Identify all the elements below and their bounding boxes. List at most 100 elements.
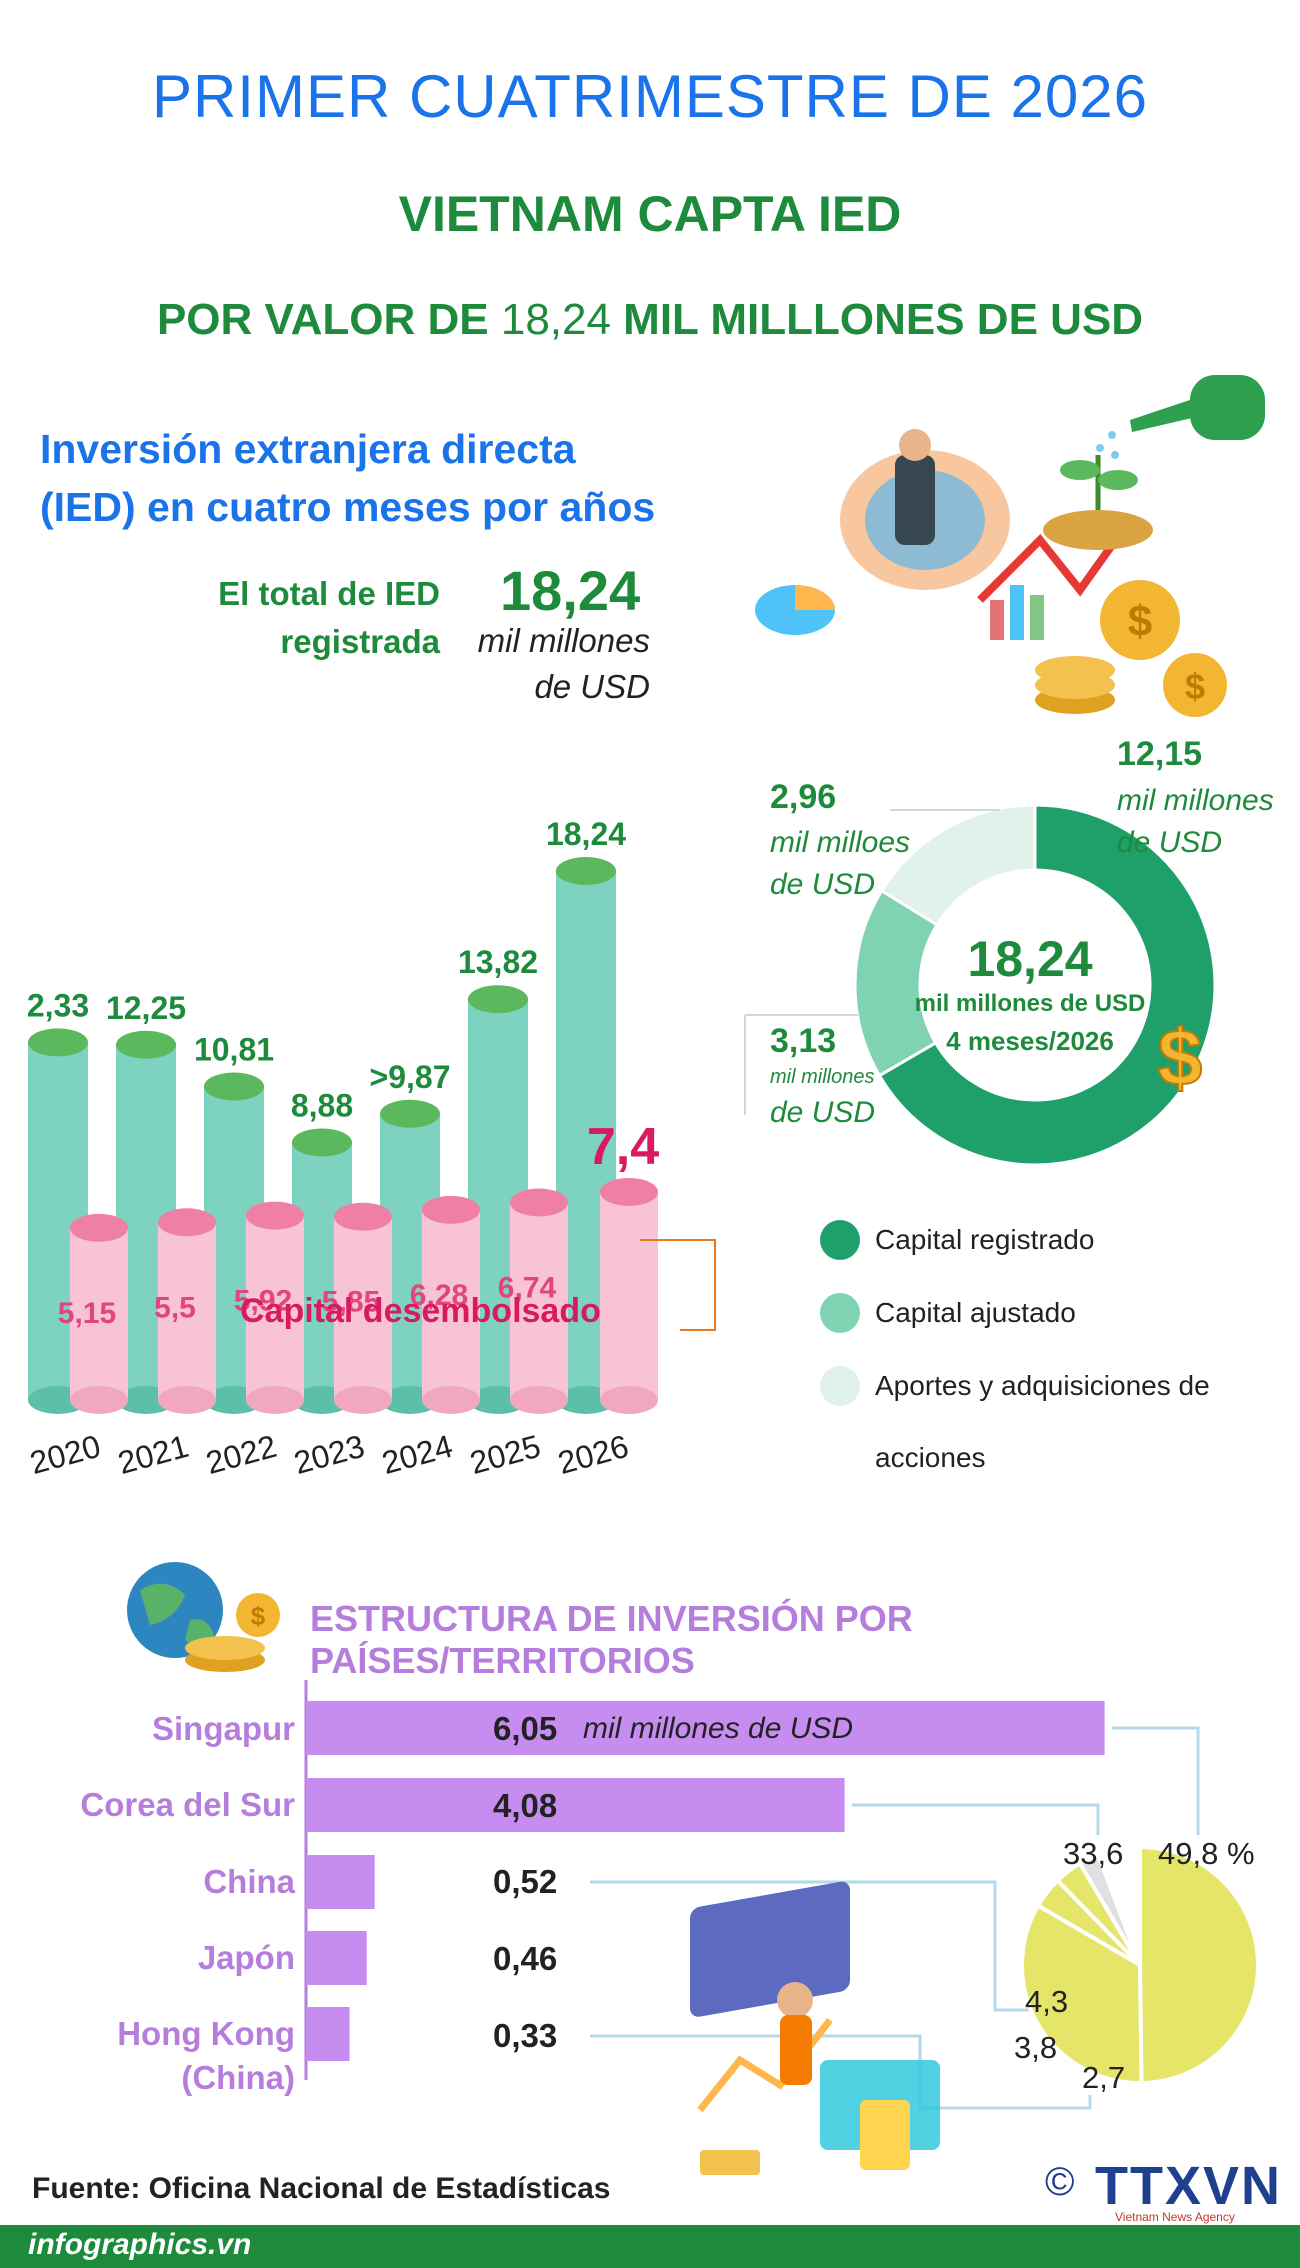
bar-disbursed-cap-2022 bbox=[246, 1201, 304, 1230]
total-label-line2: registrada bbox=[280, 623, 440, 660]
bar-disbursed-label-2024: 6,28 bbox=[410, 1279, 468, 1312]
donut-seg2-value: 3,13 bbox=[770, 1022, 837, 1060]
country-value-china: 0,52 bbox=[493, 1863, 558, 1900]
copyright-symbol: © bbox=[1045, 2160, 1075, 2204]
bar-registered-label-2023: 8,88 bbox=[291, 1087, 353, 1123]
country-label-singapore: Singapur bbox=[151, 1710, 295, 1747]
plant-icon bbox=[1043, 455, 1153, 550]
country-value-hongkong: 0,33 bbox=[493, 2017, 558, 2054]
country-value-unit: mil millones de USD bbox=[583, 1712, 854, 1745]
country-value-singapore: 6,05 bbox=[493, 1710, 558, 1747]
country-pie-chart bbox=[1020, 1844, 1260, 2086]
subtitle-amount: POR VALOR DE 18,24 MIL MILLLONES DE USD bbox=[0, 295, 1300, 345]
year-label-2024: 2024 bbox=[378, 1428, 456, 1481]
bar-disbursed-base-2025 bbox=[510, 1386, 568, 1414]
country-bar-3 bbox=[306, 1931, 367, 1985]
bar-registered-label-2026: 18,24 bbox=[546, 816, 626, 852]
footer-site: infographics.vn bbox=[28, 2228, 252, 2261]
bar-disbursed-2026 bbox=[600, 1191, 658, 1400]
legend-dot-registered bbox=[820, 1220, 860, 1260]
bar-disbursed-cap-2021 bbox=[158, 1208, 216, 1237]
bar-disbursed-base-2020 bbox=[70, 1386, 128, 1414]
bar-disbursed-cap-2023 bbox=[334, 1202, 392, 1231]
country-bar-4 bbox=[306, 2007, 350, 2061]
bar-registered-cap-2020 bbox=[28, 1028, 88, 1057]
bar-disbursed-2022 bbox=[246, 1215, 304, 1400]
year-label-2022: 2022 bbox=[202, 1428, 280, 1481]
bar-disbursed-2025 bbox=[510, 1202, 568, 1400]
bar-registered-label-2025: 13,82 bbox=[458, 944, 538, 980]
bar-disbursed-2023 bbox=[334, 1216, 392, 1400]
pie-slice-4 bbox=[1077, 1852, 1142, 1967]
disbursed-bracket bbox=[640, 1239, 716, 1331]
pie-leader-korea bbox=[852, 1803, 1100, 1835]
donut-segment-shares bbox=[879, 803, 1037, 927]
pie-leader-singapore bbox=[1112, 1726, 1200, 1835]
donut-seg2-unit2: de USD bbox=[770, 1096, 876, 1129]
bar-disbursed-cap-2020 bbox=[70, 1213, 128, 1242]
pie-label-china: 4,3 bbox=[1025, 1984, 1069, 2019]
total-unit: mil millones de USD bbox=[440, 618, 650, 710]
footer-bar bbox=[0, 2225, 1300, 2268]
bar-disbursed-label-2025: 6,74 bbox=[498, 1271, 557, 1304]
bar-registered-cap-2023 bbox=[292, 1128, 352, 1157]
bar-disbursed-cap-2026 bbox=[600, 1177, 658, 1206]
legend-label-shares: Aportes y adquisiciones de acciones bbox=[875, 1370, 1210, 1473]
bar-disbursed-label-2023: 5,85 bbox=[322, 1286, 380, 1319]
donut-center-value: 18,24 bbox=[967, 931, 1093, 987]
donut-seg1-value: 12,15 bbox=[1117, 735, 1203, 773]
legend-label-registered: Capital registrado bbox=[875, 1224, 1095, 1255]
country-label-korea: Corea del Sur bbox=[80, 1786, 295, 1823]
bar-registered-label-2022: 10,81 bbox=[194, 1032, 274, 1068]
year-label-2021: 2021 bbox=[114, 1428, 192, 1481]
bar-disbursed-2020 bbox=[70, 1227, 128, 1400]
total-unit-line2: de USD bbox=[534, 668, 650, 705]
coins-icon: $ $ bbox=[1035, 580, 1227, 717]
donut-center-period: 4 meses/2026 bbox=[946, 1026, 1114, 1056]
bar-disbursed-base-2024 bbox=[422, 1386, 480, 1414]
bar-disbursed-cap-2024 bbox=[422, 1195, 480, 1224]
ttxvn-logo-subtitle: Vietnam News Agency bbox=[1115, 2210, 1235, 2224]
section1-title: Inversión extranjera directa (IED) en cu… bbox=[40, 420, 655, 536]
donut-chart bbox=[744, 803, 1217, 1167]
country-label-china: China bbox=[203, 1863, 295, 1900]
donut-segment-registered bbox=[877, 803, 1217, 1167]
donut-center-unit: mil millones de USD bbox=[914, 990, 1146, 1017]
bar-registered-label-2024: >9,87 bbox=[370, 1059, 451, 1095]
pie-label-hongkong: 2,7 bbox=[1082, 2060, 1126, 2095]
subtitle: VIETNAM CAPTA IED bbox=[398, 186, 902, 242]
subtitle-value: 18,24 bbox=[500, 295, 611, 344]
donut-seg1-unit: mil millones de USD bbox=[1117, 780, 1274, 864]
donut-seg2-unit1: mil millones bbox=[770, 1066, 875, 1088]
section1-title-line1: Inversión extranjera directa bbox=[40, 426, 576, 472]
country-label-japan: Japón bbox=[197, 1939, 295, 1976]
ttxvn-logo: TTXVN bbox=[1095, 2156, 1283, 2216]
subtitle-suffix: MIL MILLLONES DE USD bbox=[610, 295, 1144, 344]
country-bar-chart bbox=[304, 1680, 1200, 2110]
section1-title-line2: (IED) en cuatro meses por años bbox=[40, 484, 656, 530]
globe-icon: $ bbox=[127, 1562, 280, 1672]
bar-disbursed-base-2023 bbox=[334, 1386, 392, 1414]
country-bar-0 bbox=[306, 1701, 1105, 1755]
section2-title: ESTRUCTURA DE INVERSIÓN POR PAÍSES/TERRI… bbox=[310, 1598, 913, 1681]
year-label-2023: 2023 bbox=[290, 1428, 368, 1481]
year-label-2020: 2020 bbox=[26, 1428, 104, 1481]
bar-disbursed-label-2021: 5,5 bbox=[154, 1291, 196, 1324]
finance-illustration bbox=[755, 429, 1134, 640]
investor-illustration bbox=[690, 1881, 940, 2175]
pie-label-japan: 3,8 bbox=[1014, 2030, 1058, 2065]
svg-text:$: $ bbox=[1185, 666, 1205, 707]
country-bar-2 bbox=[306, 1855, 375, 1909]
bar-registered-cap-2024 bbox=[380, 1099, 440, 1128]
bar-registered-label-2021: 12,25 bbox=[106, 990, 186, 1026]
donut-seg3-unit-line1: mil milloes bbox=[770, 826, 911, 859]
svg-text:$: $ bbox=[251, 1601, 266, 1631]
bar-disbursed-label-2022: 5,92 bbox=[234, 1285, 292, 1318]
bar-registered-cap-2022 bbox=[204, 1072, 264, 1101]
pie-label-singapore: 49,8 % bbox=[1158, 1836, 1255, 1871]
svg-text:$: $ bbox=[1158, 1013, 1203, 1102]
total-label: El total de IED registrada bbox=[180, 570, 440, 666]
bar-disbursed-2024 bbox=[422, 1209, 480, 1400]
